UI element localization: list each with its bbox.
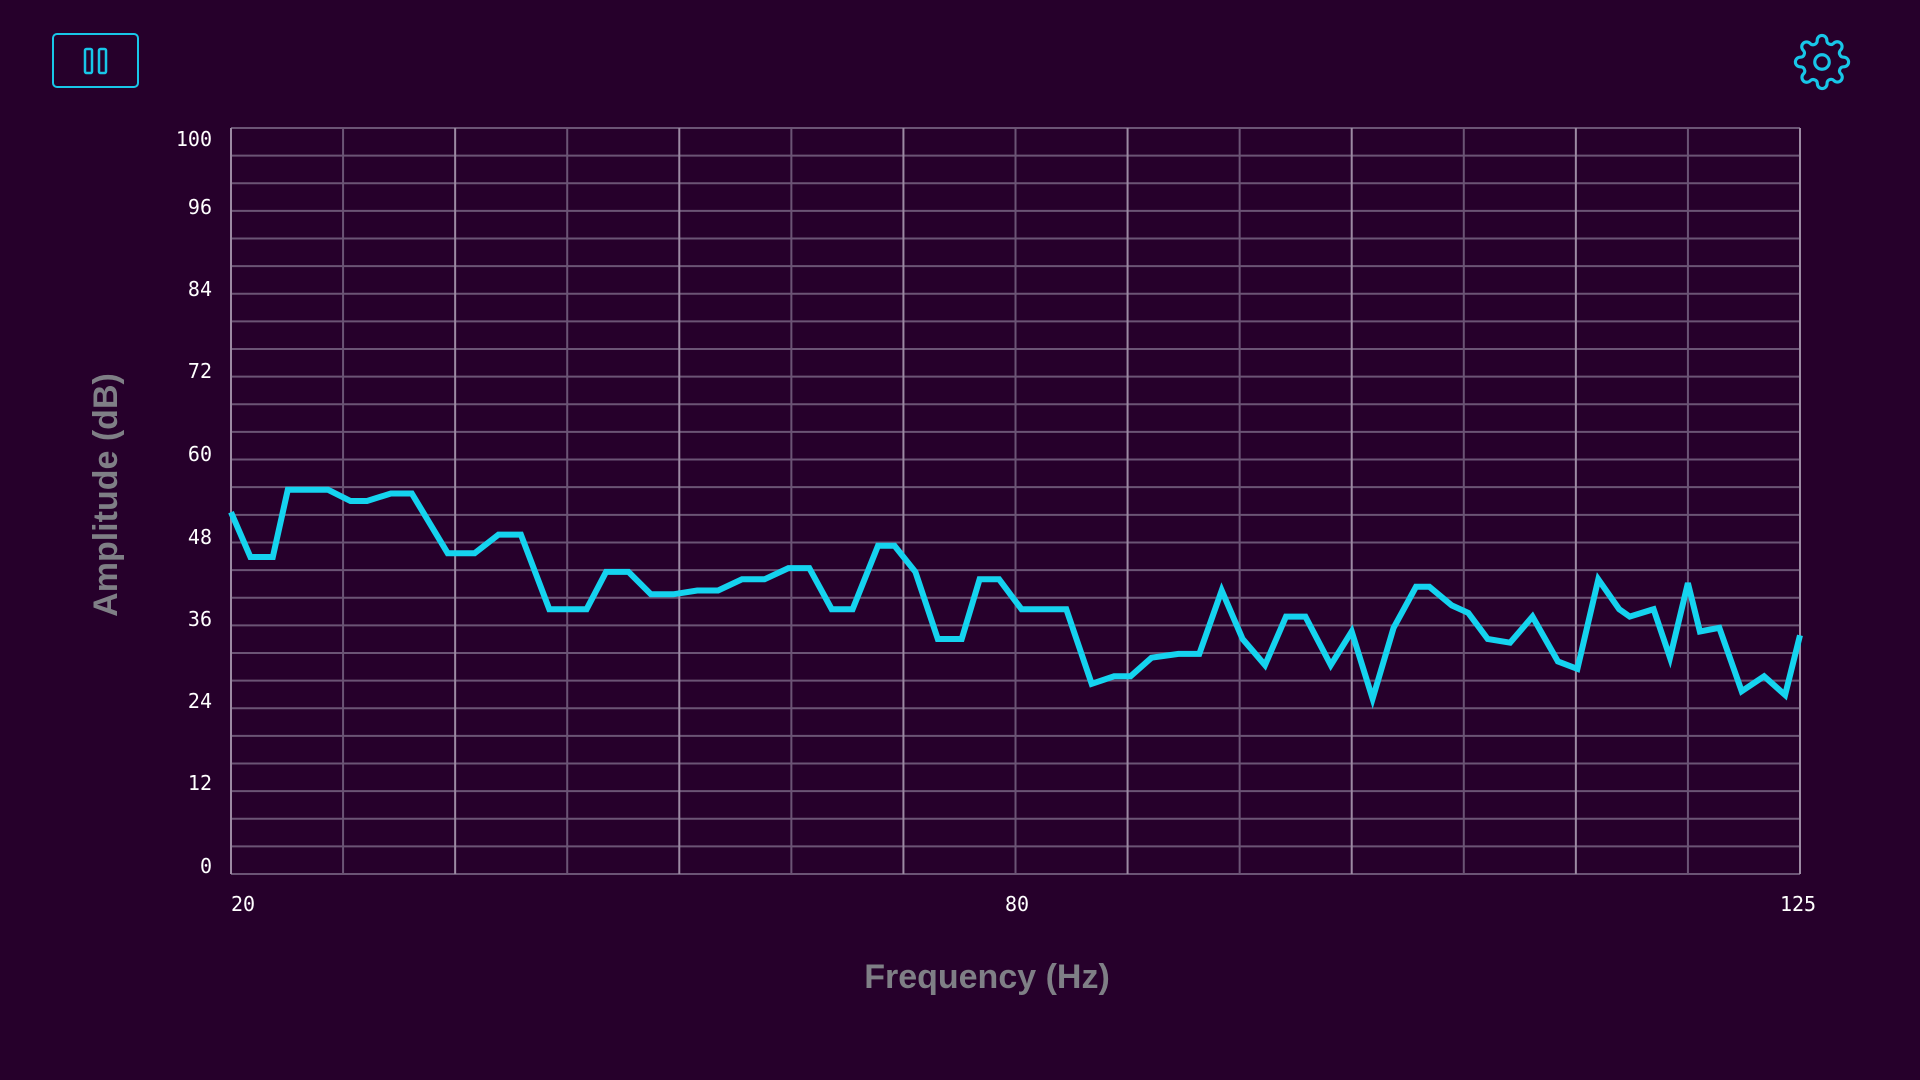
- y-tick-label: 12: [188, 771, 212, 795]
- chart-grid: [230, 127, 1801, 875]
- pause-icon: [83, 47, 107, 74]
- y-tick-label: 100: [176, 127, 212, 151]
- x-tick-label: 20: [231, 892, 255, 916]
- x-tick-label: 125: [1780, 892, 1816, 916]
- settings-button[interactable]: [1792, 32, 1852, 92]
- y-tick-label: 24: [188, 689, 212, 713]
- chart-ticks: 0 12 24 36 48 60 72 84 96 100 20 80 125: [176, 127, 1816, 916]
- y-tick-label: 48: [188, 525, 212, 549]
- y-tick-label: 96: [188, 195, 212, 219]
- y-tick-label: 36: [188, 607, 212, 631]
- pause-button[interactable]: [52, 33, 139, 88]
- y-axis-title: Amplitude (dB): [87, 373, 125, 617]
- gear-icon: [1793, 33, 1851, 91]
- y-tick-label: 72: [188, 359, 212, 383]
- x-axis-title: Frequency (Hz): [864, 958, 1110, 996]
- x-tick-label: 80: [1005, 892, 1029, 916]
- y-tick-label: 0: [200, 854, 212, 878]
- y-tick-label: 84: [188, 277, 212, 301]
- y-tick-label: 60: [188, 442, 212, 466]
- amplitude-series-line: [228, 486, 1803, 710]
